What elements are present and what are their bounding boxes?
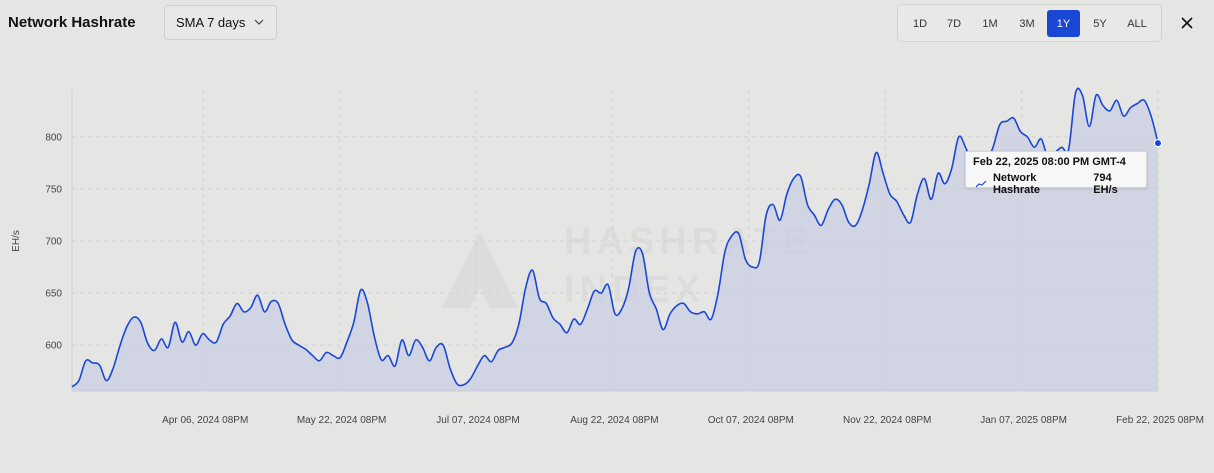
x-tick-label: Aug 22, 2024 08PM (570, 415, 658, 426)
time-range-selector: 1D 7D 1M 3M 1Y 5Y ALL (897, 4, 1162, 42)
range-button-7d[interactable]: 7D (946, 17, 962, 30)
sma-period-select[interactable]: SMA 7 days (164, 5, 277, 40)
page-title: Network Hashrate (8, 14, 136, 31)
x-tick-label: Feb 22, 2025 08PM (1116, 415, 1204, 426)
x-axis: Apr 06, 2024 08PM May 22, 2024 08PM Jul 07… (162, 415, 1204, 426)
y-tick-label: 600 (45, 341, 62, 352)
line-series-icon (975, 180, 987, 188)
y-tick-label: 750 (45, 184, 62, 195)
x-tick-label: Jul 07, 2024 08PM (436, 415, 519, 426)
series-endpoint-dot (1154, 139, 1162, 148)
x-tick-label: May 22, 2024 08PM (297, 415, 387, 426)
tooltip-date: Feb 22, 2025 08:00 PM GMT-4 (973, 156, 1126, 168)
range-button-1d[interactable]: 1D (912, 17, 928, 30)
close-icon[interactable] (1178, 14, 1196, 32)
chevron-down-icon (254, 19, 264, 25)
range-button-1m[interactable]: 1M (982, 17, 998, 30)
range-button-5y[interactable]: 5Y (1093, 17, 1107, 30)
x-tick-label: Oct 07, 2024 08PM (708, 415, 794, 426)
range-button-3m[interactable]: 3M (1019, 17, 1035, 30)
watermark-mountain-icon (442, 232, 518, 308)
tooltip-series-name: Network Hashrate (992, 172, 1041, 196)
range-button-all[interactable]: ALL (1127, 17, 1147, 30)
chart-tooltip: Feb 22, 2025 08:00 PM GMT-4 Network Hash… (965, 151, 1147, 196)
tooltip-value: 794 EH/s (1093, 172, 1118, 196)
y-tick-label: 800 (45, 132, 62, 143)
sma-select-label: SMA 7 days (176, 15, 246, 30)
x-tick-label: Apr 06, 2024 08PM (162, 415, 248, 426)
x-tick-label: Nov 22, 2024 08PM (843, 415, 931, 426)
y-tick-label: 700 (45, 237, 62, 248)
y-axis: 600 650 700 750 800 (45, 132, 62, 351)
y-axis-label: EH/s (11, 230, 22, 252)
x-tick-label: Jan 07, 2025 08PM (980, 415, 1067, 426)
range-button-1y[interactable]: 1Y (1047, 10, 1080, 37)
y-tick-label: 650 (45, 289, 62, 300)
hashrate-area-fill (72, 88, 1158, 392)
